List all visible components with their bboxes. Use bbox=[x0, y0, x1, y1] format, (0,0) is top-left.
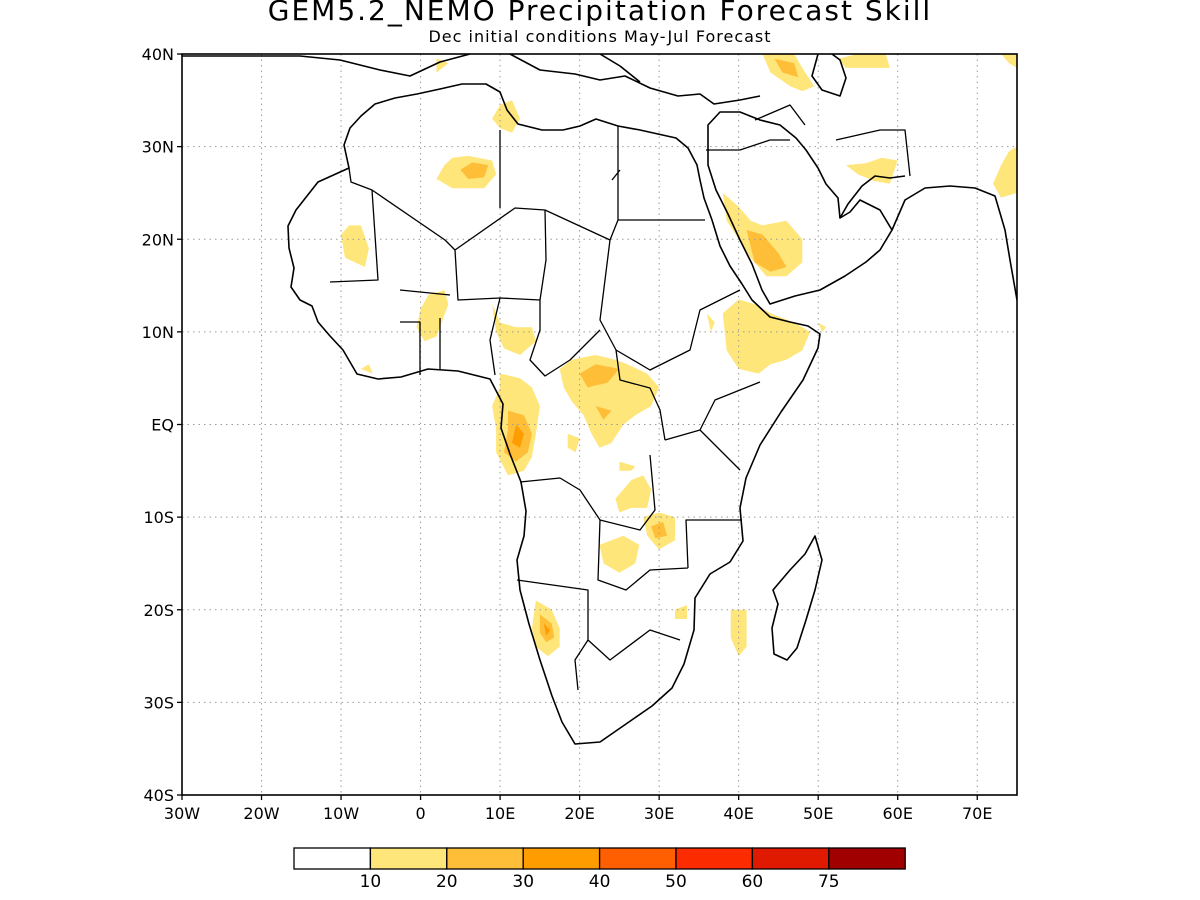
lat-tick-label: 30N bbox=[142, 138, 174, 157]
colorbar-label: 60 bbox=[742, 872, 764, 892]
colorbar-label: 10 bbox=[360, 872, 382, 892]
skill-region-32 bbox=[774, 58, 799, 78]
lon-tick-label: 50E bbox=[803, 804, 833, 823]
colorbar-label: 30 bbox=[512, 872, 534, 892]
skill-region-1 bbox=[380, 81, 397, 92]
skill-region-35 bbox=[846, 157, 898, 184]
madagascar-coastline bbox=[771, 535, 823, 661]
skill-region-29 bbox=[706, 313, 715, 332]
lon-tick-label: 20W bbox=[243, 804, 279, 823]
colorbar: 10 20 30 40 50 60 75 bbox=[293, 847, 906, 892]
skill-region-16 bbox=[619, 461, 636, 471]
country-borders bbox=[329, 104, 911, 691]
colorbar-label: 20 bbox=[436, 872, 458, 892]
lat-tick-label: 40N bbox=[142, 45, 174, 64]
skill-region-36 bbox=[993, 146, 1017, 198]
skill-region-20 bbox=[599, 535, 640, 573]
skill-region-11 bbox=[512, 424, 524, 448]
colorbar-swatch bbox=[598, 847, 677, 870]
skill-region-26 bbox=[722, 192, 803, 277]
lon-tick-label: 30W bbox=[164, 804, 200, 823]
lon-tick-label: 30E bbox=[644, 804, 674, 823]
lat-tick-label: EQ bbox=[151, 416, 174, 435]
skill-region-2 bbox=[492, 100, 520, 133]
skill-region-5 bbox=[341, 225, 369, 267]
coastlines-and-borders bbox=[182, 54, 1017, 745]
lat-tick-label: 20S bbox=[143, 601, 174, 620]
arabia-coastline bbox=[707, 111, 893, 305]
skill-region-15 bbox=[567, 433, 580, 453]
lon-tick-label: 10W bbox=[323, 804, 359, 823]
colorbar-label: 75 bbox=[818, 872, 840, 892]
colorbar-swatch bbox=[675, 847, 754, 870]
skill-region-28 bbox=[722, 299, 811, 374]
colorbar-swatch bbox=[751, 847, 830, 870]
lat-tick-label: 10N bbox=[142, 323, 174, 342]
persian-gulf-coastline bbox=[839, 175, 906, 219]
colorbar-swatch bbox=[522, 847, 601, 870]
colorbar-swatch bbox=[369, 847, 448, 870]
lat-tick-label: 10S bbox=[143, 508, 174, 527]
skill-region-21 bbox=[675, 605, 687, 619]
caspian-coastline bbox=[811, 54, 847, 97]
map-subtitle: Dec initial conditions May-Jul Forecast bbox=[428, 27, 772, 46]
skill-region-34 bbox=[1001, 54, 1017, 68]
skill-region-7 bbox=[492, 304, 536, 355]
lon-tick-label: 70E bbox=[962, 804, 992, 823]
africa-coastline bbox=[287, 83, 821, 745]
lon-tick-label: 40E bbox=[723, 804, 753, 823]
lon-tick-label: 0 bbox=[415, 804, 425, 823]
lat-tick-label: 20N bbox=[142, 230, 174, 249]
colorbar-label: 50 bbox=[665, 872, 687, 892]
lon-tick-label: 20E bbox=[564, 804, 594, 823]
skill-region-14 bbox=[595, 406, 612, 420]
axis-tick-labels: 30W 20W 10W 0 10E 20E 30E 40E 50E 60E 70E 40N 30N 20N… bbox=[142, 45, 993, 823]
skill-region-19 bbox=[651, 521, 668, 539]
map-title: GEM5.2_NEMO Precipitation Forecast Skill bbox=[267, 0, 933, 27]
lon-tick-label: 10E bbox=[485, 804, 515, 823]
skill-region-33 bbox=[838, 54, 890, 68]
lon-tick-label: 60E bbox=[882, 804, 912, 823]
skill-region-4 bbox=[460, 162, 489, 179]
colorbar-label: 40 bbox=[589, 872, 611, 892]
colorbar-swatch bbox=[293, 847, 372, 870]
lat-tick-label: 30S bbox=[143, 693, 174, 712]
skill-region-13 bbox=[579, 364, 620, 388]
europe-coastline bbox=[182, 54, 761, 105]
skill-region-30 bbox=[818, 322, 827, 332]
colorbar-swatch bbox=[446, 847, 524, 870]
asia-coastline bbox=[891, 185, 1017, 301]
colorbar-swatch bbox=[828, 847, 906, 870]
skill-region-27 bbox=[746, 230, 787, 272]
skill-region-17 bbox=[615, 475, 652, 513]
lat-tick-label: 40S bbox=[143, 786, 174, 805]
skill-region-8 bbox=[360, 364, 373, 374]
skill-region-24 bbox=[543, 623, 551, 636]
skill-region-6 bbox=[416, 290, 449, 342]
